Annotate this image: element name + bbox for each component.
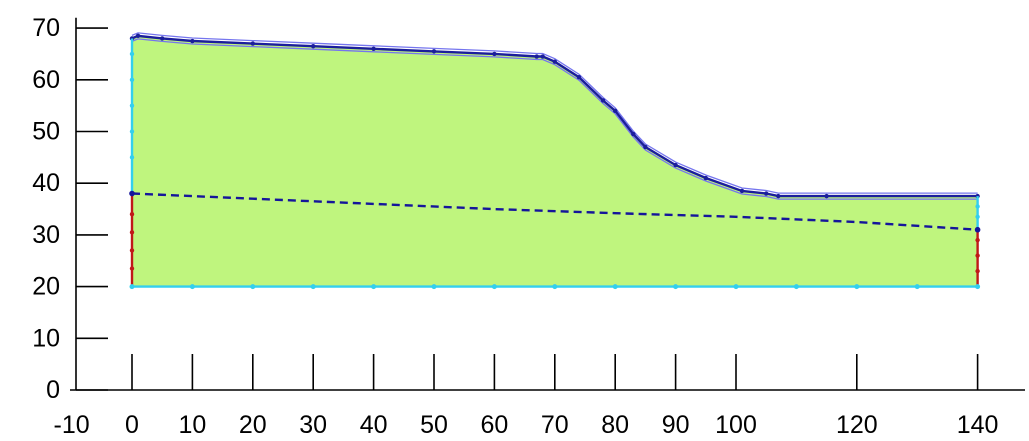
surface-point [643,145,647,149]
x-tick-label: 10 [178,411,206,439]
right-node [975,215,979,219]
base-node [311,284,316,289]
right-fixed-node [975,238,979,242]
surface-point [432,49,436,53]
left-fixed-node [130,212,134,216]
surface-point [251,41,255,45]
surface-point [190,39,194,43]
surface-point [631,132,635,136]
x-tick-label: 0 [125,411,139,439]
y-tick-label: 0 [46,376,60,404]
base-node [734,284,739,289]
surface-point [553,60,557,64]
soil-region [132,36,978,287]
base-node [673,284,678,289]
surface-point [673,163,677,167]
surface-point [534,54,538,58]
left-fixed-node [130,230,134,234]
y-tick-label: 20 [32,273,60,301]
surface-point [740,189,744,193]
left-node [130,155,134,159]
surface-point [136,34,140,38]
surface-point [311,44,315,48]
surface-point [764,191,768,195]
x-tick-label: 80 [601,411,629,439]
base-node [552,284,557,289]
base-node [794,284,799,289]
surface-point [541,54,545,58]
x-tick-label: 60 [480,411,508,439]
x-tick-label: 40 [360,411,388,439]
left-fixed-node [130,266,134,270]
y-axis: 0 10 20 30 40 50 60 70 [32,14,108,404]
left-node [130,129,134,133]
base-node [854,284,859,289]
x-tick-label: 100 [715,411,757,439]
y-tick-label: 40 [32,169,60,197]
base-node [130,284,135,289]
left-node [130,78,134,82]
surface-point [492,52,496,56]
x-tick-label: 50 [420,411,448,439]
right-fixed-node [975,269,979,273]
y-tick-label: 70 [32,14,60,42]
left-node [130,52,134,56]
base-node [915,284,920,289]
base-node [190,284,195,289]
surface-point [601,98,605,102]
surface-point [824,194,828,198]
base-node [613,284,618,289]
x-tick-label: 70 [541,411,569,439]
base-node [975,284,980,289]
x-tick-label: 20 [239,411,267,439]
surface-point [577,75,581,79]
y-tick-label: 10 [32,324,60,352]
x-tick-label: -10 [54,411,90,439]
left-node [130,103,134,107]
x-tick-label: 120 [836,411,878,439]
base-node [250,284,255,289]
surface-point [704,176,708,180]
plot-area [129,33,980,289]
x-tick-label: 90 [662,411,690,439]
x-axis: -10 0 10 20 30 40 50 60 70 80 90 100 120 140 [54,354,1025,439]
water-table-right-node [975,227,981,233]
surface-point [613,109,617,113]
left-fixed-node [130,248,134,252]
y-tick-label: 50 [32,118,60,146]
right-node [975,204,979,208]
y-tick-label: 60 [32,66,60,94]
x-tick-label: 140 [957,411,999,439]
surface-point [776,194,780,198]
right-fixed-node [975,253,979,257]
y-tick-label: 30 [32,221,60,249]
surface-point [160,36,164,40]
surface-point [371,47,375,51]
x-tick-label: 30 [299,411,327,439]
base-node [371,284,376,289]
base-node [492,284,497,289]
base-node [432,284,437,289]
